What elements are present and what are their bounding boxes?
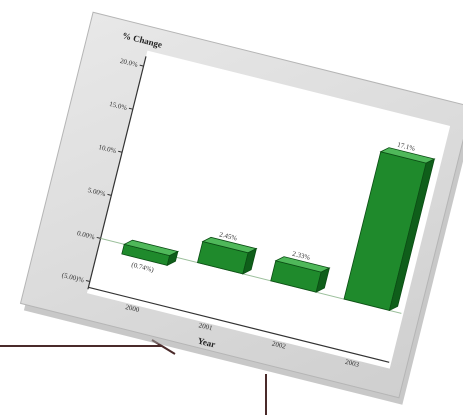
bar-side (166, 250, 179, 267)
y-tick-mark (139, 64, 144, 67)
bar-2003 (343, 147, 436, 312)
x-tick-label: 2002 (271, 340, 287, 351)
bar-2002 (270, 256, 331, 293)
y-tick-mark (128, 107, 133, 110)
bar-side (388, 158, 435, 312)
x-axis-title: Year (197, 336, 217, 350)
bar-2000 (121, 239, 180, 267)
x-axis-ticks: 2000 2001 2002 2003 (125, 303, 361, 369)
y-axis-line (87, 56, 147, 290)
y-tick-mark (107, 193, 112, 196)
bar-2001 (196, 236, 258, 275)
chart-card: % Change (5.00)%0.00%5.00%10.0%15.0%20.0… (19, 11, 463, 405)
x-tick-label: 2003 (344, 358, 360, 369)
bars: (0.74%)2.45%2.33%17.1% (121, 141, 436, 312)
x-tick-label: 2000 (125, 303, 141, 314)
y-tick-mark (85, 280, 90, 282)
bar-side (315, 267, 331, 293)
y-tick-mark (118, 150, 123, 153)
x-tick-label: 2001 (198, 321, 214, 332)
y-tick-mark (96, 236, 101, 239)
y-axis-ticks: (5.00)%0.00%5.00%10.0%15.0%20.0% (61, 57, 144, 284)
bar-side (242, 247, 258, 275)
x-axis-line (88, 286, 390, 363)
